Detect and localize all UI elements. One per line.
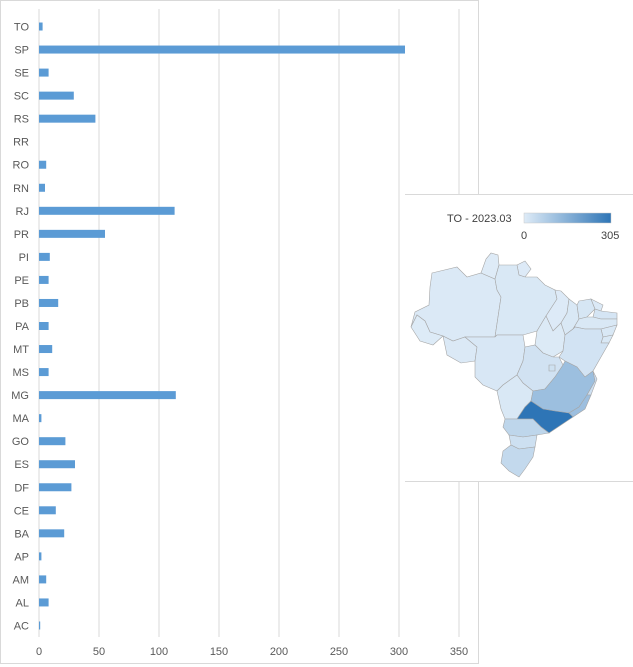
- y-tick-label: MG: [11, 390, 29, 402]
- region-ac[interactable]: [410, 314, 444, 346]
- y-tick-label: MA: [13, 413, 30, 425]
- y-tick-label: MT: [13, 344, 29, 356]
- bar: [39, 368, 49, 377]
- x-tick-label: 350: [450, 646, 468, 658]
- bar: [39, 483, 72, 492]
- y-tick-label: AP: [14, 551, 29, 563]
- y-tick-label: AC: [14, 620, 29, 632]
- bar: [39, 275, 49, 284]
- legend-color-scale: [523, 212, 612, 224]
- y-tick-label: PE: [14, 275, 29, 287]
- bar: [39, 45, 405, 54]
- x-tick-label: 50: [93, 646, 105, 658]
- bar-chart: 0 50 100 150 200 250 300 350 TO SP SE SC RS RR RO RN RJ P…: [11, 9, 468, 658]
- region-pr[interactable]: [502, 418, 550, 438]
- bar: [39, 298, 59, 307]
- bar: [39, 414, 42, 423]
- bar: [39, 229, 105, 238]
- map-title: TO - 2023.03: [447, 213, 512, 225]
- y-tick-label: RN: [13, 183, 29, 195]
- bar: [39, 160, 47, 169]
- bar: [39, 460, 75, 469]
- bar: [39, 68, 49, 77]
- map-panel: TO - 2023.03 0 305: [405, 194, 633, 482]
- y-tick-label: PB: [14, 298, 29, 310]
- bar-chart-frame: 0 50 100 150 200 250 300 350 TO SP SE SC RS RR RO RN RJ P…: [0, 0, 479, 664]
- y-tick-label: AL: [16, 597, 29, 609]
- bar: [39, 391, 176, 400]
- y-tick-label: SP: [14, 45, 29, 57]
- legend-max-label: 305: [601, 230, 619, 242]
- x-tick-label: 100: [150, 646, 168, 658]
- bar: [39, 252, 50, 261]
- x-tick-label: 150: [210, 646, 228, 658]
- bar: [39, 206, 175, 215]
- bar: [39, 552, 42, 561]
- y-tick-label: SC: [14, 91, 29, 103]
- bar: [39, 506, 56, 515]
- map-regions: [410, 252, 618, 478]
- y-tick-label: ES: [14, 459, 29, 471]
- bar: [39, 91, 74, 100]
- x-tick-label: 200: [270, 646, 288, 658]
- y-tick-label: PR: [14, 229, 29, 241]
- y-tick-label: DF: [14, 482, 29, 494]
- bar: [39, 183, 45, 192]
- bar: [39, 621, 41, 630]
- bar: [39, 529, 65, 538]
- bar: [39, 575, 47, 584]
- bar: [39, 345, 53, 354]
- y-tick-label: BA: [14, 528, 29, 540]
- y-tick-label: RS: [14, 114, 29, 126]
- y-tick-label: MS: [13, 367, 30, 379]
- brazil-map: TO - 2023.03 0 305: [410, 212, 619, 478]
- bar: [39, 114, 96, 123]
- y-tick-label: TO: [14, 22, 30, 34]
- legend-min-label: 0: [521, 230, 527, 242]
- region-df[interactable]: [548, 364, 556, 372]
- region-pb[interactable]: [592, 308, 618, 320]
- y-tick-label: RR: [13, 137, 29, 149]
- y-tick-label: PI: [19, 252, 29, 264]
- y-tick-label: PA: [15, 321, 30, 333]
- y-tick-label: AM: [13, 574, 30, 586]
- bar: [39, 437, 66, 446]
- x-tick-label: 250: [330, 646, 348, 658]
- y-tick-label: GO: [12, 436, 30, 448]
- bar: [39, 22, 43, 31]
- bar: [39, 322, 49, 330]
- y-tick-label: RJ: [16, 206, 29, 218]
- bar: [39, 598, 49, 607]
- x-tick-label: 300: [390, 646, 408, 658]
- y-tick-label: CE: [14, 505, 29, 517]
- x-tick-label: 0: [36, 646, 42, 658]
- region-rs[interactable]: [500, 444, 536, 478]
- y-tick-label: RO: [13, 160, 30, 172]
- y-tick-label: SE: [14, 68, 29, 80]
